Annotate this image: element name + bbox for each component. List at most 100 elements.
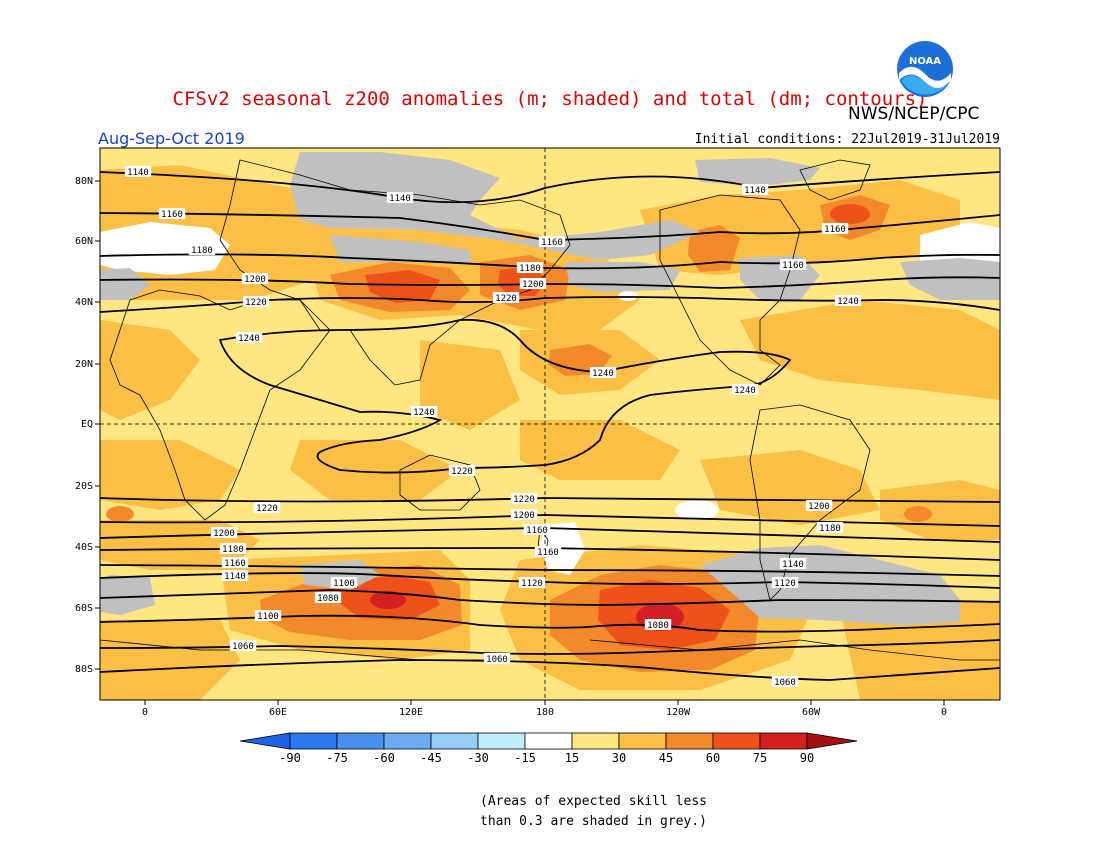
contour-label-bg [771,577,799,588]
lat-label: 60S [75,603,93,614]
contour-label-bg [253,502,281,513]
colorbar-segment [477,732,526,750]
contour-label: 1140 [744,186,766,196]
contour-label: 1160 [782,261,804,271]
contour-label-bg [492,292,520,303]
lon-label: 60E [269,707,287,718]
colorbar-segment [430,732,479,750]
contour-label: 1200 [522,280,544,290]
contour-label: 1160 [526,526,548,536]
contour-label: 1140 [224,572,246,582]
colorbar-tick-label: -30 [467,751,489,765]
colorbar-segment [759,732,808,750]
contour-label: 1160 [824,225,846,235]
contour-label: 1120 [774,579,796,589]
contour-label: 1140 [127,168,149,178]
skill-footnote-line-2: than 0.3 are shaded in grey.) [480,814,707,829]
contour-label-bg [771,676,799,687]
colorbar-arrow-low [239,732,291,750]
contour-label-group: 1140 1140 1140 1160 1160 1160 1160 1180 1180 1200… [124,166,862,688]
colorbar-tick-label: -75 [326,751,348,765]
contour-label-bg [516,262,544,273]
lon-label: 60W [802,707,821,718]
lon-label: 0 [941,707,947,718]
contour-label: 1220 [245,298,267,308]
contour-label: 1180 [819,524,841,534]
colorbar-tick-label: 30 [612,751,626,765]
contour-label-bg [483,653,511,664]
contour-label-bg [330,577,358,588]
contour-label-bg [254,610,282,621]
contour-label-bg [242,296,270,307]
noaa-logo: NOAA [897,41,953,97]
lat-label: 80S [75,664,93,675]
contour-label: 1080 [317,594,339,604]
contour-label: 1180 [222,545,244,555]
contour-label-bg [805,500,833,511]
colorbar-arrow-high [806,732,858,750]
contour-label: 1080 [647,621,669,631]
contour-label-bg [314,592,342,603]
lat-label: 80N [75,176,93,187]
contour-label-bg [448,465,476,476]
contour-label-bg [538,236,566,247]
contour-label: 1060 [232,642,254,652]
contour-label-bg [821,223,849,234]
contour-label: 1180 [519,264,541,274]
contour-label-bg [534,546,562,557]
contour-label-bg [644,619,672,630]
colorbar-tick-label: 45 [659,751,673,765]
contour-label: 1060 [774,678,796,688]
lon-label: 180 [536,707,554,718]
contour-label-bg [158,208,186,219]
skill-footnote-line-1: (Areas of expected skill less [480,794,707,809]
contour-label-bg [834,295,862,306]
contour-label-bg [523,524,551,535]
lat-label: 40S [75,542,93,553]
lon-label: 120E [399,707,423,718]
initial-conditions: Initial conditions: 22Jul2019-31Jul2019 [694,132,1000,147]
contour-label: 1120 [521,579,543,589]
colorbar-tick-label: 75 [753,751,767,765]
contour-label-bg [188,244,216,255]
contour-label-bg [589,367,617,378]
contour-label: 1240 [734,386,756,396]
contour-label-bg [519,278,547,289]
contour-label-bg [235,332,263,343]
svg-text:NOAA: NOAA [909,56,941,67]
contour-label-bg [210,527,238,538]
colorbar-segment [618,732,667,750]
contour-label-bg [510,509,538,520]
contour-label: 1220 [513,495,535,505]
contour-label-bg [229,640,257,651]
contour-label-bg [221,557,249,568]
lat-label: 20N [75,359,93,370]
longitude-axis: 0 60E 120E 180 120W 60W 0 [142,700,947,718]
contour-label: 1220 [495,294,517,304]
colorbar-segment [524,732,573,750]
contour-label-bg [779,259,807,270]
contour-label-bg [518,577,546,588]
contour-label: 1100 [257,612,279,622]
colorbar-tick-label: -15 [514,751,536,765]
lat-label: 20S [75,481,93,492]
colorbar-segment [712,732,761,750]
lat-label: 40N [75,297,93,308]
contour-label: 1160 [537,548,559,558]
lat-label: 60N [75,236,93,247]
colorbar-tick-label: -45 [420,751,442,765]
colorbar-segment [336,732,385,750]
contour-label-bg [510,493,538,504]
contour-label-bg [816,522,844,533]
contour-label: 1240 [592,369,614,379]
colorbar-tick-label: -90 [279,751,301,765]
contour-label: 1240 [238,334,260,344]
contour-label-bg [124,166,152,177]
contour-label-bg [731,384,759,395]
contour-label: 1200 [808,502,830,512]
latitude-axis: 80N 60N 40N 20N EQ 20S 40S 60S 80S [75,176,100,675]
contour-label: 1140 [782,560,804,570]
contour-label: 1220 [451,467,473,477]
contour-label: 1160 [541,238,563,248]
